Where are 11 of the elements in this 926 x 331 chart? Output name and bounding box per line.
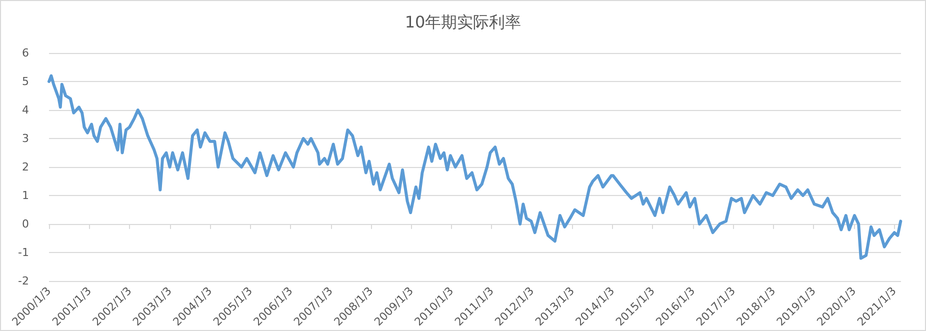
y-tick-label: 0 bbox=[22, 218, 29, 231]
y-tick-label: 4 bbox=[22, 104, 29, 117]
y-tick-label: 3 bbox=[22, 132, 29, 146]
y-tick-label: 1 bbox=[22, 189, 29, 202]
y-tick-label: 5 bbox=[22, 75, 29, 88]
y-tick-label: -1 bbox=[18, 246, 29, 260]
chart-title: 10年期实际利率 bbox=[404, 12, 522, 32]
line-series bbox=[48, 74, 902, 260]
y-tick-label: -2 bbox=[18, 274, 29, 288]
y-tick-label: 2 bbox=[22, 160, 29, 174]
y-tick-label: 6 bbox=[22, 46, 29, 60]
